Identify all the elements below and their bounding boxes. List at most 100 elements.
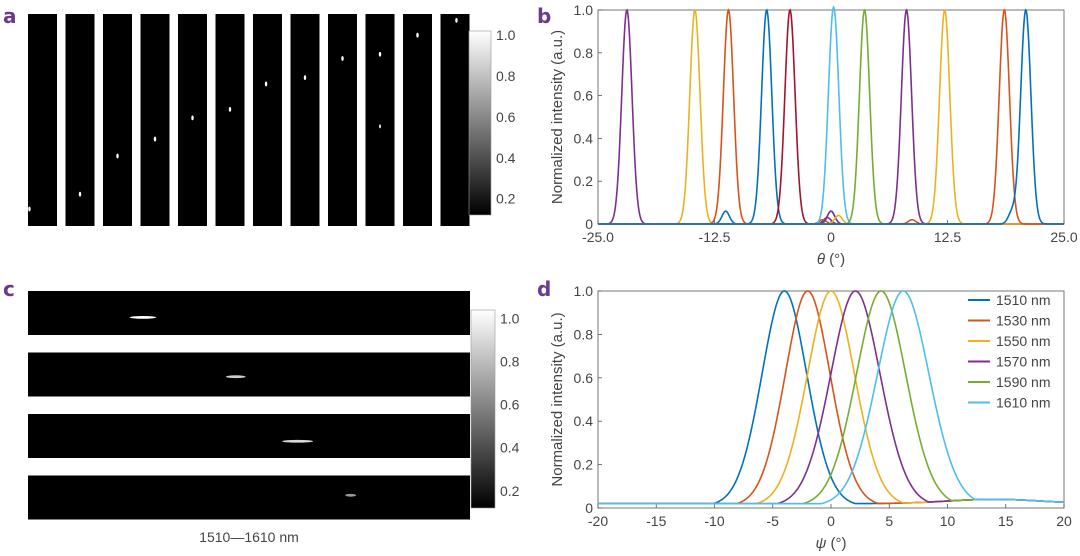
panel-a-strip: [290, 14, 320, 226]
panel-a-spot: [303, 75, 307, 80]
panel-c-colorbar-tick: 0.6: [500, 397, 520, 413]
panel-d-legend-label: 1570 nm: [996, 354, 1050, 370]
panel-d-y-tick-label: 0.2: [574, 457, 594, 473]
panel-c-colorbar-gradient: [470, 309, 496, 509]
panel-d-x-tick-label: 0: [827, 513, 835, 529]
panel-a-spot: [78, 191, 82, 197]
panel-d-letter: d: [537, 277, 551, 301]
panel-c-colorbar-tick: 0.2: [500, 483, 520, 499]
panel-b-y-tick-label: 0.6: [574, 88, 594, 104]
panel-d-y-tick-label: 0: [585, 500, 593, 516]
panel-b-x-tick-label: 12.5: [934, 229, 961, 245]
panel-b-y-axis-label: Normalized intensity (a.u.): [549, 30, 566, 204]
panel-b-letter: b: [537, 4, 551, 28]
panel-a-strip: [215, 14, 245, 226]
panel-a-strip: [403, 14, 432, 226]
panel-b-x-tick-label: 0: [827, 229, 835, 245]
panel-d-y-tick-label: 1.0: [574, 283, 594, 299]
panel-d-x-axis-symbol: ψ: [815, 535, 826, 552]
panel-d-legend-label: 1550 nm: [996, 333, 1050, 349]
panel-b-x-axis-unit: (°): [825, 251, 845, 268]
panel-a-spot: [341, 56, 344, 61]
panel-d-x-tick-label: -15: [646, 513, 666, 529]
panel-a-spot: [153, 136, 157, 142]
panel-d-legend-label: 1610 nm: [996, 395, 1050, 411]
panel-d-x-tick-label: 20: [1056, 513, 1072, 529]
panel-a-spot: [378, 51, 382, 57]
panel-c-image-strips: [28, 291, 470, 520]
panel-a-strip: [140, 14, 170, 226]
panel-d-y-tick-label: 0.8: [574, 326, 594, 342]
panel-d-y-tick-label: 0.6: [574, 370, 594, 386]
panel-a-strip: [65, 14, 95, 226]
panel-a-strip: [253, 14, 282, 226]
panel-d-series-line: [598, 290, 1065, 505]
panel-a-colorbar-tick: 0.6: [496, 109, 516, 125]
panel-b-chart: -25.0 -12.5 0 12.5 25.0 0 0.2 0.4 0.6 0.8 1.0 θ (°)…: [549, 2, 1078, 268]
panel-a-strip: [28, 14, 57, 226]
panel-c-colorbar-tick: 1.0: [500, 311, 520, 327]
panel-c-streak: [282, 439, 314, 443]
panel-a-strip: [328, 14, 357, 226]
panel-d-y-axis-label: Normalized intensity (a.u.): [549, 312, 566, 486]
panel-c-colorbar-tick: 0.4: [500, 440, 520, 456]
panel-a-colorbar: 1.0 0.8 0.6 0.4 0.2: [468, 27, 516, 216]
panel-d-series-line: [598, 290, 1065, 505]
panel-a-image-strips: [28, 14, 470, 226]
panel-c-caption: 1510—1610 nm: [199, 529, 299, 545]
panel-d-series-line: [598, 290, 1065, 505]
panel-a-colorbar-tick: 0.4: [496, 150, 516, 166]
panel-a-spot: [191, 115, 194, 121]
panel-d-x-tick-label: -5: [767, 513, 780, 529]
panel-c-colorbar: 1.0 0.8 0.6 0.4 0.2: [470, 309, 520, 509]
panel-a-spot: [228, 107, 232, 112]
panel-d-x-tick-label: 5: [885, 513, 893, 529]
panel-c-strip: [28, 352, 470, 397]
panel-c-strip: [28, 291, 470, 335]
panel-a-strip: [103, 14, 132, 226]
panel-a-spot: [264, 81, 268, 87]
panel-d-legend-label: 1530 nm: [996, 313, 1050, 329]
panel-a-strip: [440, 14, 470, 226]
panel-c-streak: [129, 316, 157, 319]
panel-d-x-tick-label: -10: [704, 513, 724, 529]
panel-b-peak-line: [598, 8, 1064, 225]
panel-d-series-line: [598, 290, 1065, 505]
panel-d-series-line: [598, 290, 1065, 505]
panel-b-y-tick-label: 0.2: [574, 173, 594, 189]
panel-b-x-tick-label: 25.0: [1050, 229, 1077, 245]
panel-a-spot: [28, 206, 31, 212]
panel-b-x-tick-label: -12.5: [699, 229, 731, 245]
panel-d-chart: -20 -15 -10 -5 0 5 10 15 20 0 0.2 0.4 0.6 0.8 1.0 ψ (°)…: [549, 283, 1072, 552]
panel-c-letter: c: [3, 277, 15, 301]
panel-d-legend-label: 1590 nm: [996, 374, 1050, 390]
panel-a-colorbar-tick: 0.8: [496, 68, 516, 84]
panel-d-x-axis-label: ψ (°): [815, 535, 846, 552]
panel-b-x-axis-symbol: θ: [817, 251, 825, 268]
panel-c-streak: [225, 375, 246, 379]
panel-c-strip: [28, 414, 470, 458]
panel-d-x-tick-label: -20: [588, 513, 608, 529]
panel-d-x-tick-label: 15: [998, 513, 1014, 529]
panel-a-colorbar-gradient: [468, 30, 492, 216]
panel-a-colorbar-tick: 0.2: [496, 191, 516, 207]
panel-a-spot: [416, 32, 419, 38]
panel-a-strip: [365, 14, 395, 226]
panel-c-streak: [345, 493, 357, 497]
panel-b-y-tick-label: 0.4: [574, 130, 594, 146]
panel-a-spot: [455, 17, 458, 23]
panel-b-x-tick-label: -25.0: [582, 229, 614, 245]
panel-a-colorbar-tick: 1.0: [496, 27, 516, 43]
panel-a-spot: [116, 153, 119, 159]
panel-a-spot: [379, 124, 381, 129]
panel-a-letter: a: [3, 4, 17, 28]
panel-b-y-tick-label: 1.0: [574, 2, 594, 18]
panel-d-x-tick-label: 10: [940, 513, 956, 529]
panel-b-y-tick-label: 0: [585, 216, 593, 232]
panel-d-legend-label: 1510 nm: [996, 292, 1050, 308]
panel-d-x-axis-unit: (°): [826, 535, 846, 552]
panel-b-x-axis-label: θ (°): [817, 251, 845, 268]
panel-d-y-tick-label: 0.4: [574, 413, 594, 429]
panel-c-strip: [28, 475, 470, 520]
